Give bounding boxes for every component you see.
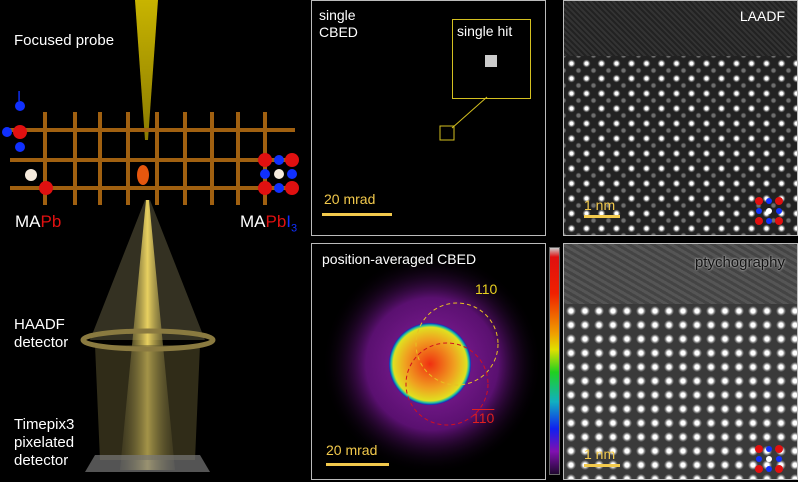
scale-bar: [584, 215, 620, 218]
mapb-pb: Pb: [40, 212, 62, 231]
title-line2: CBED: [319, 24, 358, 40]
timepix-label: Timepix3 pixelated detector: [14, 416, 74, 470]
unit-cell-overlay: [755, 445, 783, 473]
mapb-label: MAPb: [15, 212, 61, 232]
reflection-bar110-label: 110: [472, 410, 495, 426]
single-hit-label: single hit: [457, 23, 513, 39]
crystal-lattice: [10, 112, 295, 205]
mapbi3-unit-cell: [258, 153, 299, 195]
reflection-110-label: 110: [475, 281, 498, 297]
single-hit-pixel: [485, 55, 497, 67]
haadf-line1: HAADF: [14, 316, 65, 333]
timepix-line1: Timepix3: [14, 416, 75, 433]
scale-bar-label: 20 mrad: [324, 191, 376, 207]
timepix-line2: pixelated: [14, 434, 75, 451]
title-line1: single: [319, 7, 356, 23]
mapb-unit-cell: [2, 101, 53, 195]
iodine-label: I: [17, 88, 22, 105]
central-disk: [389, 323, 471, 405]
reflection-bar110-circle: [405, 342, 489, 426]
mapbi3-ma: MA: [240, 212, 266, 231]
focused-probe-cone: [135, 0, 158, 140]
mapb-ma: MA: [15, 212, 41, 231]
scale-bar-label: 1 nm: [584, 446, 616, 462]
pacbed-title: position-averaged CBED: [322, 251, 477, 267]
mapbi3-label: MAPbI3: [240, 212, 297, 234]
focused-probe-label: Focused probe: [14, 32, 115, 49]
schematic: Focused probe I MAPb MAPbI3 HAADF detecto…: [0, 0, 305, 482]
laadf-title: LAADF: [739, 8, 785, 24]
scale-bar: [584, 464, 620, 467]
scale-bar-label: 20 mrad: [326, 442, 378, 458]
timepix-line3: detector: [14, 452, 69, 469]
mapbi3-sub: 3: [291, 222, 298, 235]
haadf-label: HAADF detector: [14, 316, 68, 352]
unit-cell-overlay: [755, 197, 783, 225]
beam-illustration: [2, 0, 299, 472]
haadf-line2: detector: [14, 334, 69, 351]
pacbed-panel: position-averaged CBED 110 110 20 mrad: [311, 243, 546, 480]
scale-bar: [322, 213, 392, 216]
haadf-detector: [80, 328, 216, 352]
inset-connector: [439, 96, 488, 141]
mapbi3-pb: Pb: [265, 212, 287, 231]
scale-bar: [326, 463, 389, 466]
ptychography-title: ptychography: [694, 254, 785, 271]
colorbar: [549, 247, 560, 475]
mapbi3-i: I: [286, 212, 292, 231]
single-cbed-panel: single CBED single hit 20 mrad: [311, 0, 546, 236]
single-hit-inset: single hit: [452, 19, 531, 99]
timepix-detector: [85, 455, 210, 472]
single-cbed-title: single CBED: [319, 7, 358, 41]
scale-bar-label: 1 nm: [584, 197, 616, 213]
pacbed-pattern: [322, 254, 542, 474]
ptychography-panel: ptychography 1 nm: [563, 243, 798, 480]
reflection-110-circle: [415, 302, 499, 386]
laadf-panel: LAADF 1 nm: [563, 0, 798, 236]
